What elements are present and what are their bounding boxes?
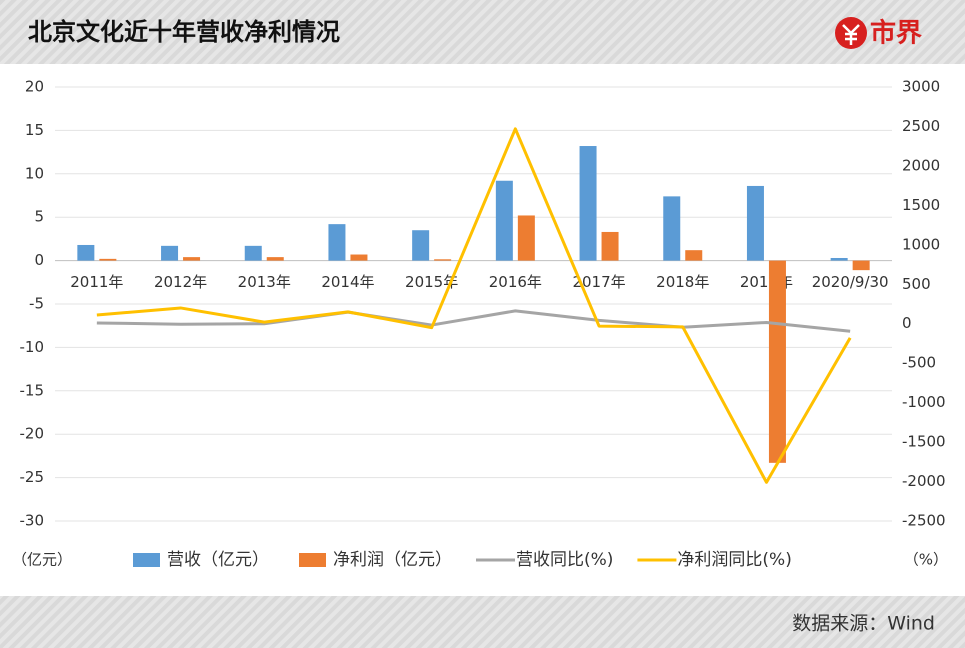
bar — [663, 196, 681, 261]
header-band — [0, 0, 965, 64]
line — [96, 309, 851, 333]
line — [96, 127, 852, 484]
y-axis-label: （亿元） — [12, 551, 72, 569]
bar — [746, 185, 764, 261]
bar — [161, 245, 179, 261]
bar — [579, 146, 597, 261]
y2-axis-label: （%） — [904, 551, 948, 569]
y-tick-label: 5 — [34, 208, 44, 226]
bar — [830, 257, 848, 261]
logo-symbol — [842, 24, 860, 45]
legend-swatch — [133, 553, 160, 567]
x-tick-label: 2016年 — [489, 273, 542, 291]
y-tick-label: -20 — [20, 425, 45, 443]
source: 数据来源：Wind — [792, 613, 935, 635]
bar — [412, 230, 430, 261]
bar — [852, 260, 870, 271]
x-tick-label: 2018年 — [656, 273, 709, 291]
legend-label: 营收同比(%) — [516, 550, 613, 570]
bar — [266, 257, 284, 261]
y2-tick-label: 0 — [902, 314, 912, 332]
y2-tick-label: -2000 — [902, 472, 946, 490]
legend-label: 净利润同比(%) — [677, 550, 791, 570]
x-tick-label: 2011年 — [70, 273, 123, 291]
logo: 市界 — [835, 17, 922, 49]
x-tick-label: 2013年 — [238, 273, 291, 291]
y-tick-label: 0 — [34, 251, 44, 269]
y2-tick-label: 500 — [902, 275, 931, 293]
bar — [244, 245, 262, 261]
x-tick-label: 2020/9/30 — [812, 273, 889, 291]
y2-tick-label: -1500 — [902, 433, 946, 451]
x-tick-label: 2017年 — [572, 273, 625, 291]
y2-tick-label: -500 — [902, 354, 936, 372]
bar — [601, 231, 619, 261]
y-tick-label: -30 — [20, 512, 45, 530]
legend-swatch — [299, 553, 326, 567]
y2-tick-label: 2000 — [902, 156, 940, 174]
y2-tick-label: -2500 — [902, 512, 946, 530]
legend-label: 净利润（亿元） — [333, 550, 452, 570]
bar — [328, 224, 346, 261]
x-tick-label: 2012年 — [154, 273, 207, 291]
y-tick-label: -15 — [20, 381, 45, 399]
x-tick-label: 2014年 — [321, 273, 374, 291]
bar — [768, 260, 786, 463]
bar — [99, 258, 117, 261]
y2-tick-label: 1500 — [902, 196, 940, 214]
bar — [495, 180, 513, 261]
y2-tick-label: 3000 — [902, 78, 940, 96]
y-tick-label: 10 — [25, 164, 44, 182]
x-tick-label: 2015年 — [405, 273, 458, 291]
y-tick-label: -25 — [20, 468, 45, 486]
y2-tick-label: 2500 — [902, 117, 940, 135]
logo-text: 市界 — [870, 18, 922, 49]
bar — [685, 250, 703, 261]
bar — [434, 259, 452, 261]
chart-title: 北京文化近十年营收净利情况 — [28, 18, 340, 46]
footer-band — [0, 596, 965, 648]
bar — [517, 215, 535, 261]
y-tick-label: -10 — [20, 338, 45, 356]
bar — [77, 244, 95, 261]
legend-label: 营收（亿元） — [167, 550, 269, 570]
y2-tick-label: 1000 — [902, 235, 940, 253]
y-tick-label: 15 — [25, 121, 44, 139]
y-tick-label: 20 — [25, 78, 44, 96]
bar — [183, 257, 201, 261]
y2-tick-label: -1000 — [902, 393, 946, 411]
bar — [350, 254, 368, 261]
y-tick-label: -5 — [29, 295, 44, 313]
